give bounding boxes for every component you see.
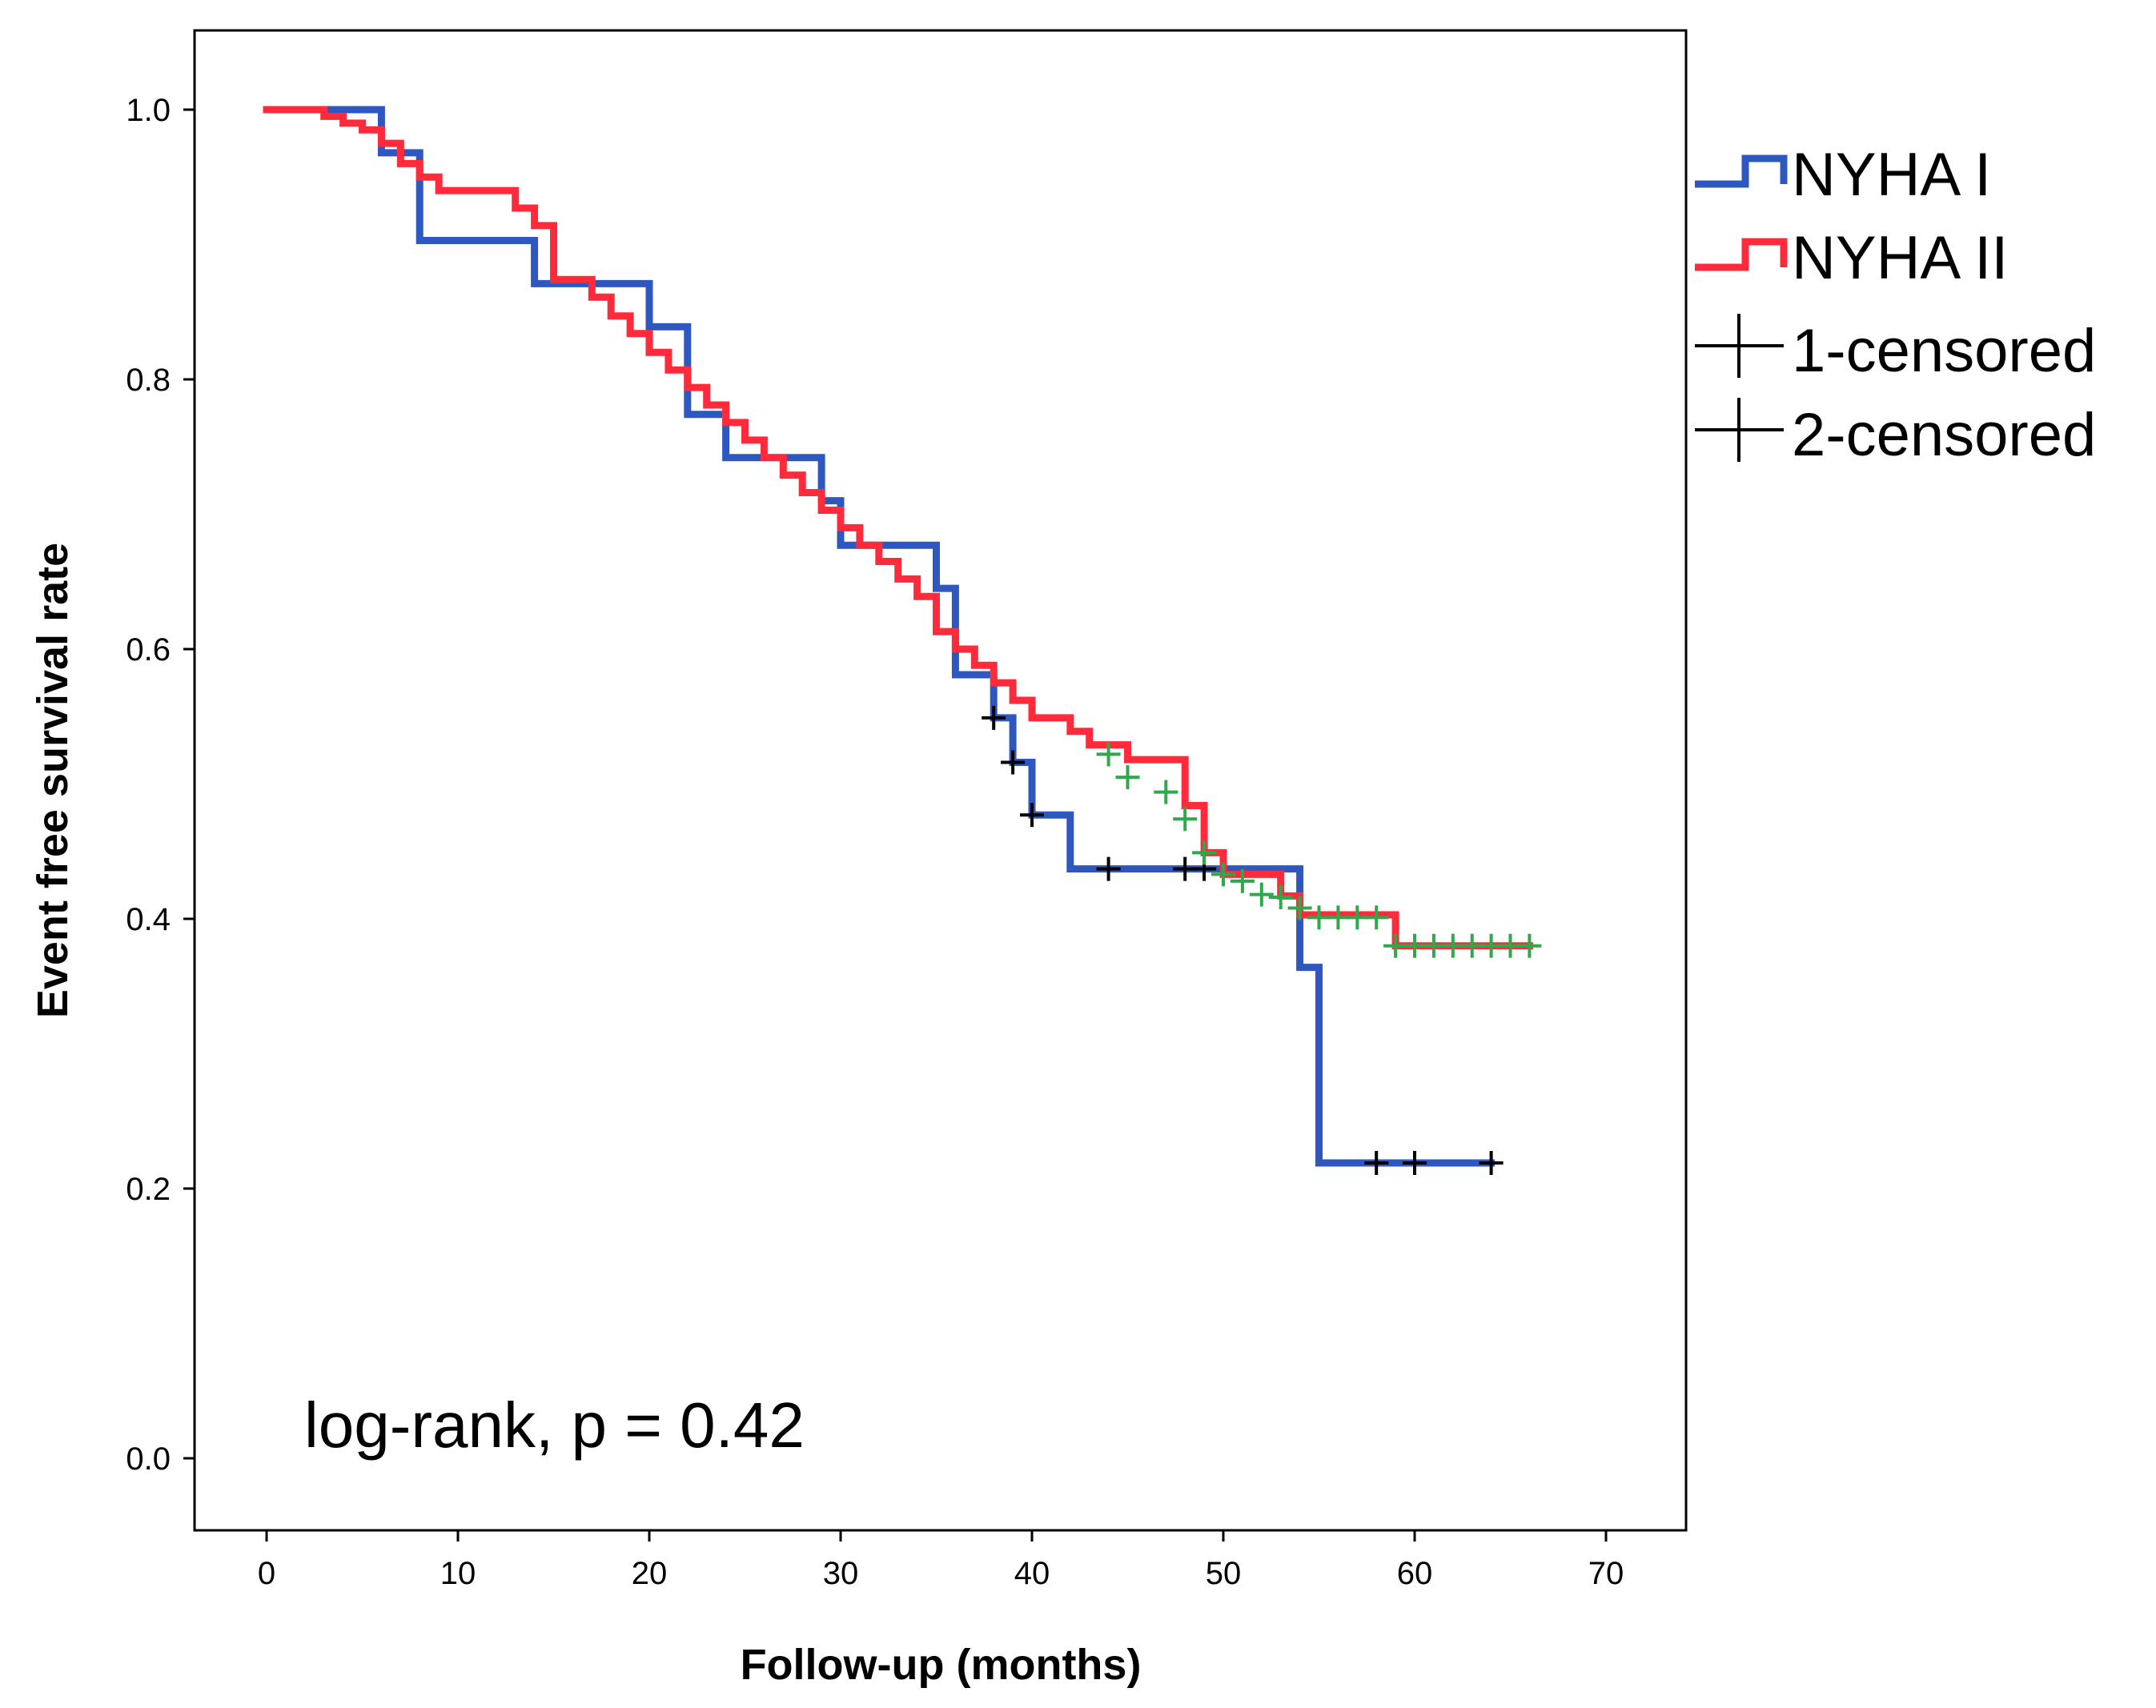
x-tick-label: 10 [440,1556,476,1591]
y-tick-label: 0.2 [126,1172,171,1207]
censor-mark-series-1 [1001,750,1026,775]
censor-mark-series-2 [1154,780,1178,804]
censor-mark-series-1 [1020,803,1044,828]
legend-item-2: NYHA II [1695,224,2008,292]
plot-frame [193,29,1688,1532]
x-tick-label: 0 [258,1556,275,1591]
y-tick-label: 0.8 [126,363,171,398]
censor-mark-series-2 [1211,862,1235,887]
censor-mark-series-1 [1403,1150,1427,1175]
legend-swatch [1695,314,1784,378]
censor-mark-series-2 [1173,807,1198,832]
legend-swatch [1695,398,1784,462]
legend-item-3: 1-censored [1695,314,2096,385]
censor-mark-series-1 [1096,856,1121,881]
y-tick-label: 0.6 [126,632,171,668]
censor-mark-series-1 [1364,1150,1389,1175]
censor-mark-series-2 [1364,905,1389,930]
censor-mark-series-2 [1517,933,1542,958]
legend-swatch [1695,154,1788,188]
x-tick-label: 40 [1014,1556,1050,1591]
series-line-1 [263,106,1496,1167]
censor-mark-series-1 [1479,1150,1504,1175]
x-axis-title: Follow-up (months) [741,1641,1142,1689]
x-tick-label: 50 [1206,1556,1242,1591]
censor-mark-series-2 [1230,868,1255,893]
x-tick-label: 60 [1397,1556,1433,1591]
axes: 0 10 20 30 40 50 60 70 0.0 0.2 0.4 0.6 0.8 1.0 [126,93,1624,1591]
legend-label: 1-censored [1792,317,2096,385]
legend-swatch [1695,238,1788,271]
censor-mark-series-2 [1115,765,1140,790]
x-tick-label: 20 [632,1556,668,1591]
legend: NYHA I NYHA II 1-censored 2-censored [1695,141,2096,469]
legend-item-4: 2-censored [1695,398,2096,469]
censor-mark-series-1 [982,705,1006,730]
annotation-text: log-rank, p = 0.42 [304,1389,805,1461]
censor-mark-series-2 [1287,896,1312,920]
censor-mark-series-2 [1096,742,1121,767]
legend-label: NYHA II [1792,224,2008,292]
y-axis-title: Event free survival rate [29,543,77,1018]
y-tick-label: 0.4 [126,902,171,937]
x-tick-label: 30 [823,1556,859,1591]
censor-mark-series-2 [1268,885,1293,910]
censor-mark-series-2 [1249,882,1274,907]
censor-mark-series-2 [1192,840,1217,865]
legend-label: 2-censored [1792,401,2096,469]
y-tick-label: 0.0 [126,1441,171,1477]
x-tick-label: 70 [1588,1556,1624,1591]
y-tick-label: 1.0 [126,93,171,128]
legend-item-1: NYHA I [1695,141,1991,209]
censor-layer [982,705,1542,1175]
legend-label: NYHA I [1792,141,1991,209]
